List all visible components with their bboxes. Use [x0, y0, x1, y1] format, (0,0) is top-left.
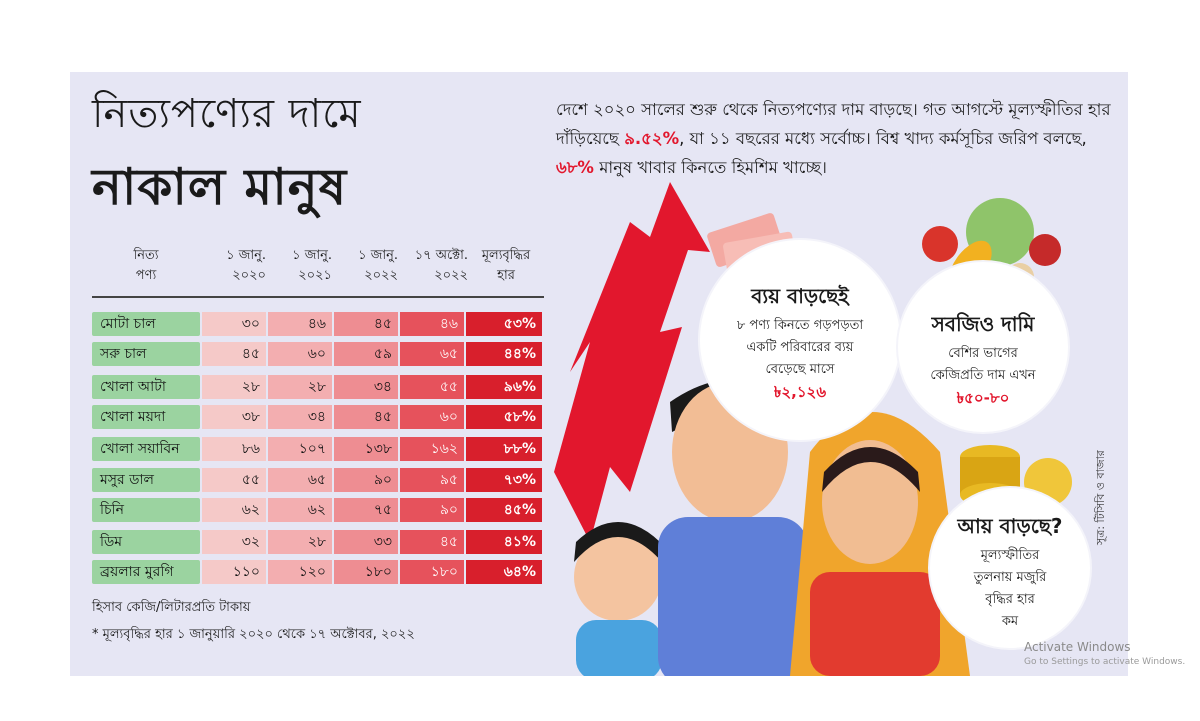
- price-2022: ৪৫: [334, 405, 398, 429]
- header-2021: ১ জানু. ২০২১: [292, 248, 332, 283]
- header-2020: ১ জানু. ২০২০: [226, 248, 266, 283]
- item-name: ব্রয়লার মুরগি: [92, 560, 200, 584]
- item-name: খোলা সয়াবিন: [92, 437, 200, 461]
- table-row: খোলা সয়াবিন ৮৬ ১০৭ ১৩৮ ১৬২ ৮৮%: [92, 437, 542, 461]
- price-oct2022: ৪৬: [400, 312, 464, 336]
- price-2021: ২৮: [268, 530, 332, 554]
- item-name: খোলা আটা: [92, 375, 200, 399]
- price-2020: ১১০: [202, 560, 266, 584]
- price-2021: ৬০: [268, 342, 332, 366]
- price-2021: ৬২: [268, 498, 332, 522]
- activate-windows-subtext: Go to Settings to activate Windows.: [1024, 657, 1186, 667]
- vegetables-value: ৳৫০-৮০: [956, 389, 1010, 407]
- expense-bubble: ব্যয় বাড়ছেই ৮ পণ্য কিনতে গড়পড়তা একটি…: [700, 240, 900, 440]
- title-line2: নাকাল মানুষ: [92, 158, 348, 216]
- income-line3: বৃদ্ধির হার: [985, 592, 1035, 607]
- price-2021: ২৮: [268, 375, 332, 399]
- price-2020: ৬২: [202, 498, 266, 522]
- vegetables-title: সবজিও দামি: [931, 312, 1035, 336]
- table-row: মোটা চাল ৩০ ৪৬ ৪৫ ৪৬ ৫৩%: [92, 312, 542, 336]
- footnote: * মূল্যবৃদ্ধির হার ১ জানুয়ারি ২০২০ থেকে…: [92, 627, 415, 642]
- price-2021: ১০৭: [268, 437, 332, 461]
- price-2021: ৬৫: [268, 468, 332, 492]
- rising-arrow-icon: [554, 182, 710, 542]
- price-oct2022: ৯৫: [400, 468, 464, 492]
- header-oct2022: ১৭ অক্টো. ২০২২: [414, 248, 468, 283]
- expense-line2: একটি পরিবারের ব্যয়: [746, 340, 854, 355]
- increase-rate: ৫৩%: [466, 312, 542, 336]
- price-2022: ৫৯: [334, 342, 398, 366]
- price-oct2022: ৬০: [400, 405, 464, 429]
- table-row: চিনি ৬২ ৬২ ৭৫ ৯০ ৪৫%: [92, 498, 542, 522]
- increase-rate: ৮৮%: [466, 437, 542, 461]
- increase-rate: ৬৪%: [466, 560, 542, 584]
- income-line4: কম: [1001, 614, 1019, 629]
- price-oct2022: ১৮০: [400, 560, 464, 584]
- price-2022: ১৮০: [334, 560, 398, 584]
- source-credit: সূত্র: টিসিবি ও বাজার: [1094, 450, 1107, 545]
- price-2021: ১২০: [268, 560, 332, 584]
- price-2021: ৩৪: [268, 405, 332, 429]
- item-name: সরু চাল: [92, 342, 200, 366]
- table-row: মসুর ডাল ৫৫ ৬৫ ৯০ ৯৫ ৭৩%: [92, 468, 542, 492]
- price-oct2022: ৪৫: [400, 530, 464, 554]
- header-divider: [92, 296, 544, 298]
- vegetables-line2: কেজিপ্রতি দাম এখন: [930, 368, 1036, 383]
- expense-title: ব্যয় বাড়ছেই: [751, 284, 849, 308]
- income-line1: মূল্যস্ফীতির: [980, 548, 1040, 563]
- item-name: খোলা ময়দা: [92, 405, 200, 429]
- price-2021: ৪৬: [268, 312, 332, 336]
- table-header: নিত্য পণ্য ১ জানু. ২০২০ ১ জানু. ২০২১ ১ জানু…: [92, 246, 542, 296]
- item-name: ডিম: [92, 530, 200, 554]
- price-2020: ২৮: [202, 375, 266, 399]
- increase-rate: ৪৫%: [466, 498, 542, 522]
- price-2022: ৩৩: [334, 530, 398, 554]
- increase-rate: ৪১%: [466, 530, 542, 554]
- expense-line1: ৮ পণ্য কিনতে গড়পড়তা: [736, 318, 864, 333]
- price-2020: ৩৮: [202, 405, 266, 429]
- table-row: ডিম ৩২ ২৮ ৩৩ ৪৫ ৪১%: [92, 530, 542, 554]
- item-name: মসুর ডাল: [92, 468, 200, 492]
- intro-paragraph: দেশে ২০২০ সালের শুরু থেকে নিত্যপণ্যের দা…: [556, 100, 1111, 177]
- table-row: সরু চাল ৪৫ ৬০ ৫৯ ৬৫ ৪৪%: [92, 342, 542, 366]
- price-2020: ৩০: [202, 312, 266, 336]
- vegetables-line1: বেশির ভাগের: [948, 346, 1018, 361]
- price-2020: ৮৬: [202, 437, 266, 461]
- increase-rate: ৭৩%: [466, 468, 542, 492]
- activate-windows-text: Activate Windows: [1024, 640, 1131, 654]
- price-2022: ৯০: [334, 468, 398, 492]
- expense-value: ৳২,১২৬: [773, 383, 827, 401]
- header-rate: মূল্যবৃদ্ধির হার: [481, 248, 531, 283]
- price-2022: ১৩৮: [334, 437, 398, 461]
- income-bubble: আয় বাড়ছে? মূল্যস্ফীতির তুলনায় মজুরি ব…: [930, 488, 1090, 648]
- price-2022: ৭৫: [334, 498, 398, 522]
- item-name: মোটা চাল: [92, 312, 200, 336]
- price-2022: ৩৪: [334, 375, 398, 399]
- expense-line3: বেড়েছে মাসে: [765, 362, 835, 377]
- table-row: ব্রয়লার মুরগি ১১০ ১২০ ১৮০ ১৮০ ৬৪%: [92, 560, 542, 584]
- price-oct2022: ৯০: [400, 498, 464, 522]
- price-2020: ৩২: [202, 530, 266, 554]
- price-oct2022: ৫৫: [400, 375, 464, 399]
- income-line2: তুলনায় মজুরি: [973, 570, 1047, 585]
- inflation-rate: ৯.৫২%: [624, 129, 680, 148]
- table-row: খোলা ময়দা ৩৮ ৩৪ ৪৫ ৬০ ৫৮%: [92, 405, 542, 429]
- vegetables-bubble: সবজিও দামি বেশির ভাগের কেজিপ্রতি দাম এখন…: [898, 262, 1068, 432]
- price-oct2022: ৬৫: [400, 342, 464, 366]
- increase-rate: ৫৮%: [466, 405, 542, 429]
- item-name: চিনি: [92, 498, 200, 522]
- price-oct2022: ১৬২: [400, 437, 464, 461]
- increase-rate: ৪৪%: [466, 342, 542, 366]
- price-2022: ৪৫: [334, 312, 398, 336]
- increase-rate: ৯৬%: [466, 375, 542, 399]
- price-2020: ৪৫: [202, 342, 266, 366]
- table-row: খোলা আটা ২৮ ২৮ ৩৪ ৫৫ ৯৬%: [92, 375, 542, 399]
- income-title: আয় বাড়ছে?: [957, 514, 1063, 538]
- title-line1: নিত্যপণ্যের দামে: [92, 91, 362, 137]
- hunger-rate: ৬৮%: [556, 158, 594, 177]
- header-2022: ১ জানু. ২০২২: [358, 248, 398, 283]
- header-item: নিত্য পণ্য: [133, 248, 159, 283]
- unit-note: হিসাব কেজি/লিটারপ্রতি টাকায়: [92, 600, 251, 615]
- price-2020: ৫৫: [202, 468, 266, 492]
